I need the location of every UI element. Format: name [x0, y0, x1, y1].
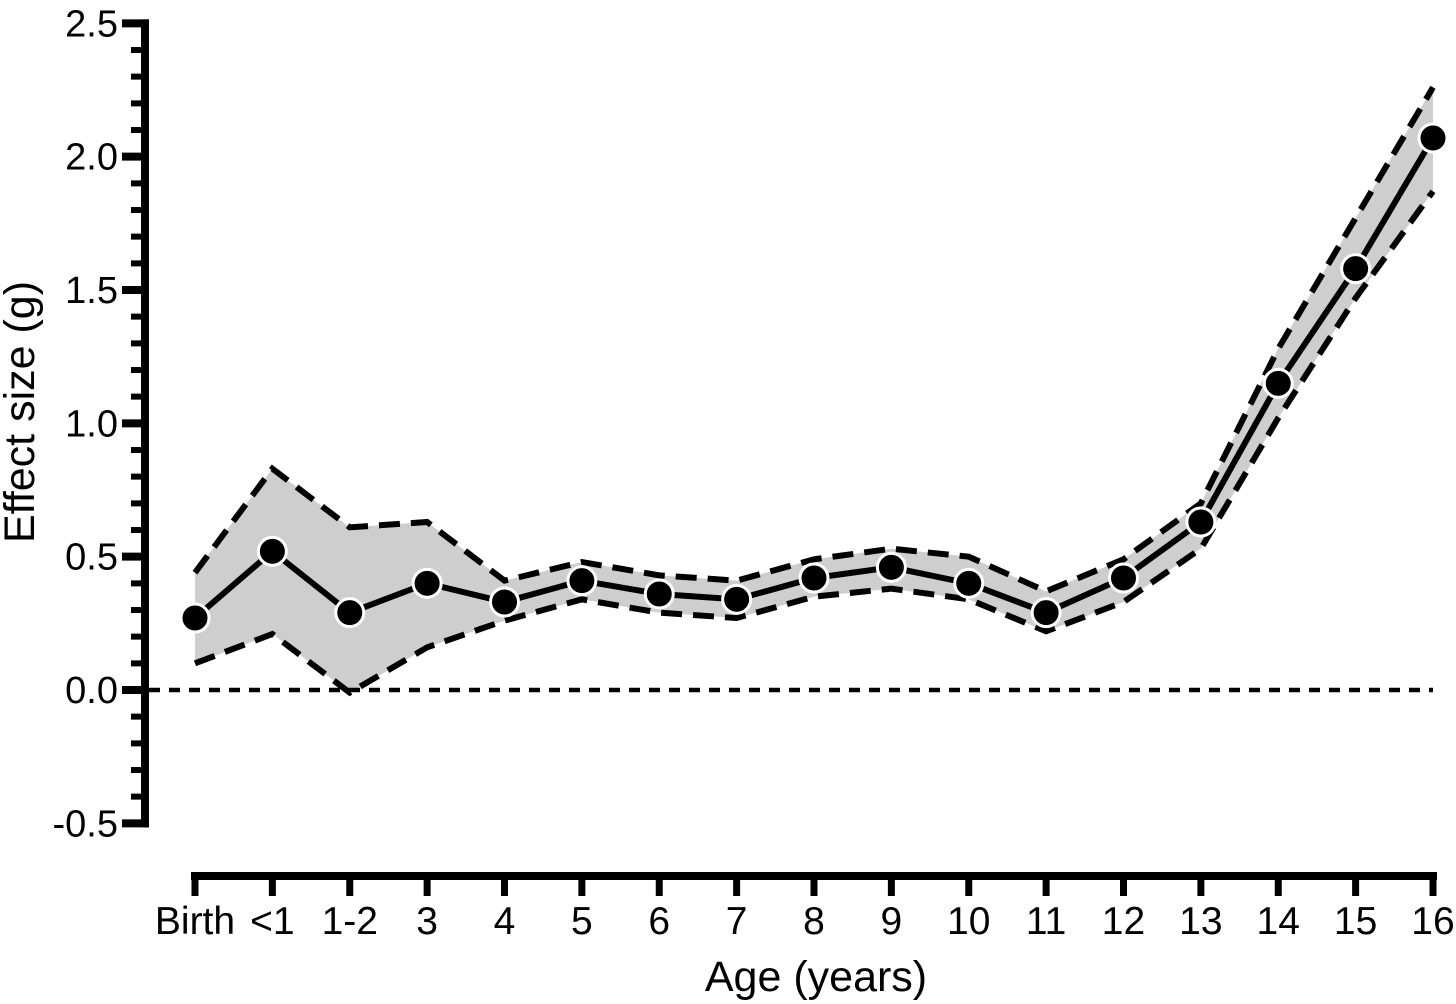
data-point-marker-3 — [411, 567, 443, 599]
y-tick-label: 2.0 — [65, 137, 118, 179]
x-tick-label: 12 — [1102, 900, 1145, 943]
data-point-marker-12 — [1108, 562, 1139, 594]
data-point-marker-8 — [798, 562, 830, 594]
x-tick-label: 5 — [571, 900, 593, 943]
x-tick-label: 10 — [947, 900, 990, 943]
x-tick-label: 3 — [416, 900, 438, 943]
x-tick-label: 16 — [1411, 900, 1454, 943]
x-tick-label: Birth — [155, 900, 235, 943]
data-point-marker-7 — [721, 583, 753, 615]
x-tick-label: 11 — [1026, 900, 1067, 943]
x-tick-label: 1-2 — [322, 900, 378, 943]
x-tick-label: 8 — [803, 900, 825, 943]
data-point-marker-16 — [1417, 122, 1449, 154]
data-point-marker-13 — [1185, 506, 1217, 538]
x-tick-label: 9 — [881, 900, 903, 943]
x-axis-title: Age (years) — [705, 953, 927, 1001]
y-axis-title: Effect size (g) — [0, 281, 44, 543]
x-tick-label: 14 — [1257, 900, 1300, 943]
y-tick-label: 1.5 — [65, 270, 118, 312]
data-point-marker-15 — [1340, 253, 1372, 285]
y-tick-label: 1.0 — [65, 403, 118, 445]
data-point-marker-1-2 — [334, 597, 366, 629]
x-tick-label: 7 — [726, 900, 748, 943]
data-point-marker-Birth — [179, 602, 211, 634]
x-tick-label: 15 — [1334, 900, 1377, 943]
x-tick-label: 4 — [494, 900, 516, 943]
y-tick-label: 0.5 — [65, 537, 118, 579]
y-tick-label: 2.5 — [65, 3, 118, 45]
ci-upper-dashed-line — [192, 85, 1436, 595]
y-tick-label: 0.0 — [65, 670, 118, 712]
x-tick-label: 6 — [648, 900, 670, 943]
data-point-marker-10 — [953, 567, 985, 599]
data-point-marker-6 — [643, 578, 675, 610]
data-point-marker-14 — [1262, 367, 1294, 399]
data-point-marker-5 — [566, 565, 598, 597]
data-point-marker-11 — [1030, 597, 1062, 629]
y-tick-label: -0.5 — [53, 803, 118, 845]
x-tick-label: 13 — [1179, 900, 1222, 943]
x-tick-label: <1 — [250, 900, 294, 943]
data-point-marker-9 — [875, 551, 907, 583]
ci-lower-dashed-line — [193, 189, 1436, 697]
data-point-marker-4 — [489, 586, 520, 618]
data-point-marker-<1 — [256, 535, 288, 567]
